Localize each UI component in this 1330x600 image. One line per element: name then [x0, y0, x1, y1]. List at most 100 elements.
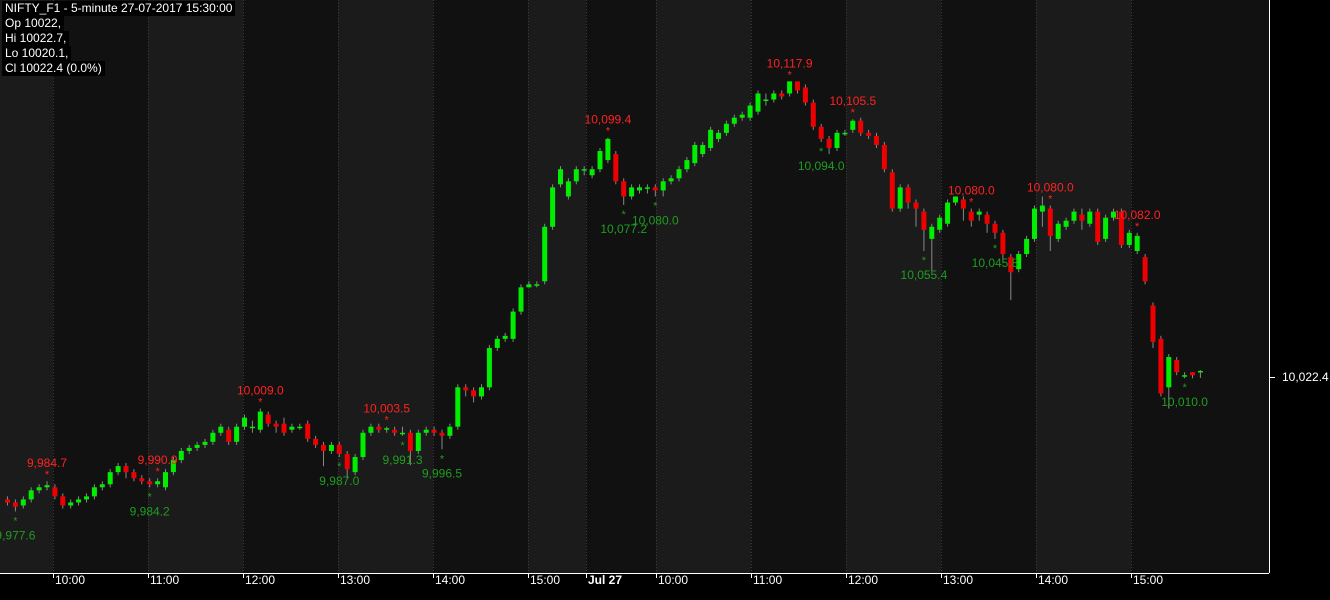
low-marker-star: *	[653, 200, 658, 212]
candle-body	[945, 202, 951, 224]
candle-body	[99, 484, 105, 488]
candle	[984, 211, 990, 233]
candle	[194, 441, 200, 451]
candle-body	[534, 284, 540, 286]
candle-body	[471, 390, 477, 397]
candle-body	[629, 187, 635, 197]
candle	[613, 151, 619, 185]
candle-body	[787, 81, 793, 94]
candle-body	[1071, 211, 1077, 221]
candle	[28, 487, 34, 503]
candles	[5, 81, 1203, 512]
candle-body	[20, 499, 26, 506]
low-marker-label: 10,055.4	[901, 268, 948, 282]
last-price-label: 10,022.4	[1282, 370, 1329, 384]
candle	[1103, 214, 1109, 242]
session-band	[846, 0, 941, 573]
candle-body	[565, 181, 571, 197]
candle-body	[1103, 217, 1109, 239]
candle-body	[810, 102, 816, 127]
candle-body	[12, 502, 18, 507]
candle	[771, 90, 777, 103]
candle	[147, 478, 153, 488]
candle-body	[913, 202, 919, 209]
candle-body	[818, 126, 824, 139]
candle-body	[866, 132, 872, 136]
candle-body	[779, 93, 785, 97]
high-marker-label: 9,990.9	[138, 453, 178, 467]
x-tick-label: 14:00	[1038, 573, 1068, 587]
x-tick-label: 13:00	[943, 573, 973, 587]
candle-body	[257, 411, 263, 430]
candle	[1071, 208, 1077, 224]
low-marker-star: *	[13, 516, 18, 528]
candle-body	[1134, 235, 1140, 251]
low-marker-label: 10,010.0	[1161, 395, 1208, 409]
candle	[558, 166, 563, 188]
candle	[210, 429, 216, 445]
candle-body	[771, 93, 777, 100]
session-band	[528, 0, 586, 573]
candle	[1190, 372, 1195, 379]
candle	[881, 141, 887, 173]
session-band	[586, 0, 656, 573]
low-marker-star: *	[400, 440, 405, 452]
candle-body	[700, 144, 706, 155]
candle-body	[881, 144, 887, 170]
candle	[1134, 232, 1140, 255]
candle	[510, 308, 516, 342]
candle	[652, 184, 658, 197]
candle	[913, 199, 919, 227]
high-marker-label: 10,099.4	[585, 113, 632, 127]
candle	[581, 166, 587, 176]
candle	[802, 84, 808, 106]
low-marker-label: 10,080.0	[632, 213, 679, 227]
candle-body	[1190, 372, 1195, 376]
candle	[1197, 370, 1203, 378]
candle	[139, 475, 145, 485]
candle	[889, 169, 895, 212]
x-tick-label: 15:00	[1133, 573, 1163, 587]
candle	[1063, 217, 1069, 230]
candle	[234, 423, 240, 445]
session-band	[433, 0, 528, 573]
candle	[573, 166, 579, 185]
candle	[60, 493, 66, 509]
candle	[1150, 302, 1156, 348]
candle-body	[802, 87, 808, 103]
candle	[392, 426, 398, 436]
candle-body	[194, 444, 200, 448]
candle-body	[550, 187, 556, 227]
candle-body	[526, 284, 532, 288]
candle-body	[850, 120, 856, 130]
candle	[676, 166, 682, 182]
candle-body	[1016, 254, 1022, 270]
candle-body	[368, 426, 374, 433]
candle-body	[1166, 357, 1172, 388]
candle-body	[976, 211, 982, 215]
candle-body	[968, 211, 974, 221]
session-band	[656, 0, 751, 573]
candle	[20, 496, 26, 509]
extreme-markers: *9,984.7*9,990.9*10,009.0*10,003.5*10,09…	[0, 56, 1208, 542]
candle	[929, 223, 935, 271]
x-tick-label: 11:00	[150, 573, 179, 587]
candle	[550, 184, 556, 230]
candle	[526, 281, 532, 288]
candle-body	[573, 169, 579, 182]
candle-body	[479, 387, 484, 397]
candle-body	[1142, 257, 1148, 282]
candle	[12, 499, 18, 512]
candle	[44, 481, 50, 491]
candle	[605, 137, 611, 164]
candle	[305, 420, 311, 442]
candle-body	[637, 187, 642, 191]
session-band	[243, 0, 338, 573]
candle	[518, 284, 524, 315]
high-marker-star: *	[45, 469, 50, 481]
candle	[376, 423, 382, 433]
candle-body	[1039, 205, 1045, 212]
x-tick-label: 10:00	[658, 573, 688, 587]
candle	[953, 196, 958, 206]
candle	[400, 426, 405, 436]
